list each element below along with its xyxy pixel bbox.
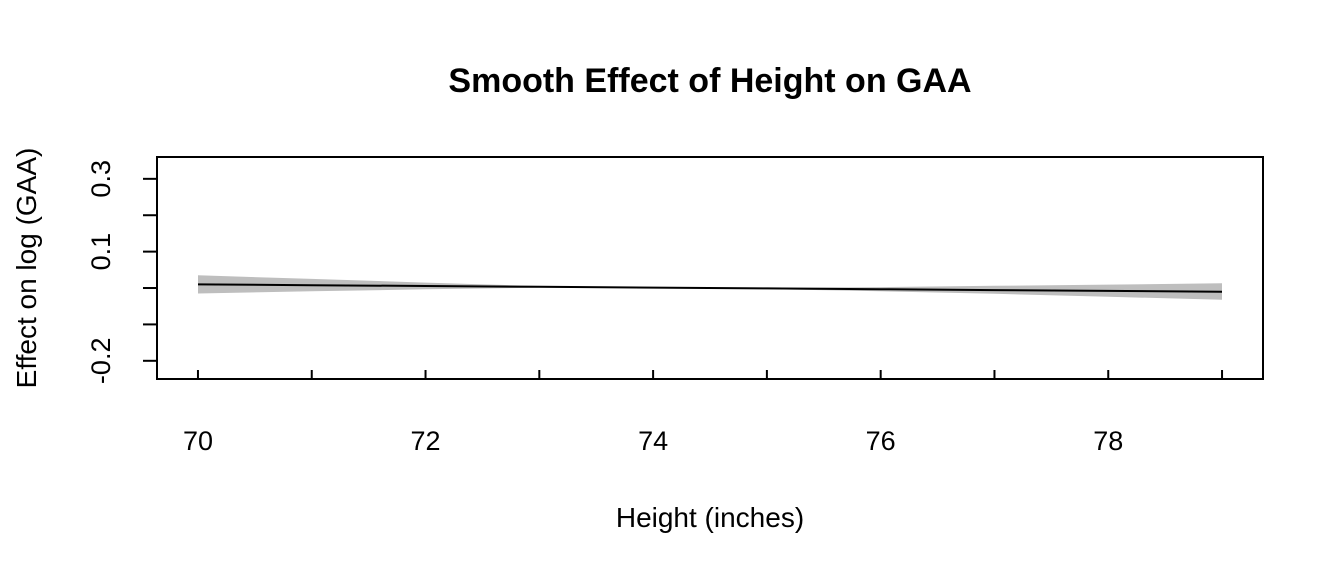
x-tick-label: 78 bbox=[1093, 426, 1123, 456]
x-axis: 70 72 74 76 78 bbox=[183, 370, 1224, 456]
x-tick-label: 74 bbox=[638, 426, 668, 456]
plot-area bbox=[156, 156, 1264, 380]
y-tick-label: 0.1 bbox=[86, 233, 116, 271]
y-tick-label: -0.2 bbox=[86, 338, 116, 385]
y-axis: -0.2 0.1 0.3 bbox=[86, 160, 157, 384]
x-axis-label: Height (inches) bbox=[616, 502, 804, 533]
chart-title: Smooth Effect of Height on GAA bbox=[448, 62, 971, 100]
x-tick-label: 72 bbox=[411, 426, 441, 456]
x-tick-label: 70 bbox=[183, 426, 213, 456]
smooth-line bbox=[197, 283, 1223, 293]
y-axis-label: Effect on log (GAA) bbox=[11, 148, 42, 389]
x-tick-label: 76 bbox=[866, 426, 896, 456]
y-tick-label: 0.3 bbox=[86, 160, 116, 198]
